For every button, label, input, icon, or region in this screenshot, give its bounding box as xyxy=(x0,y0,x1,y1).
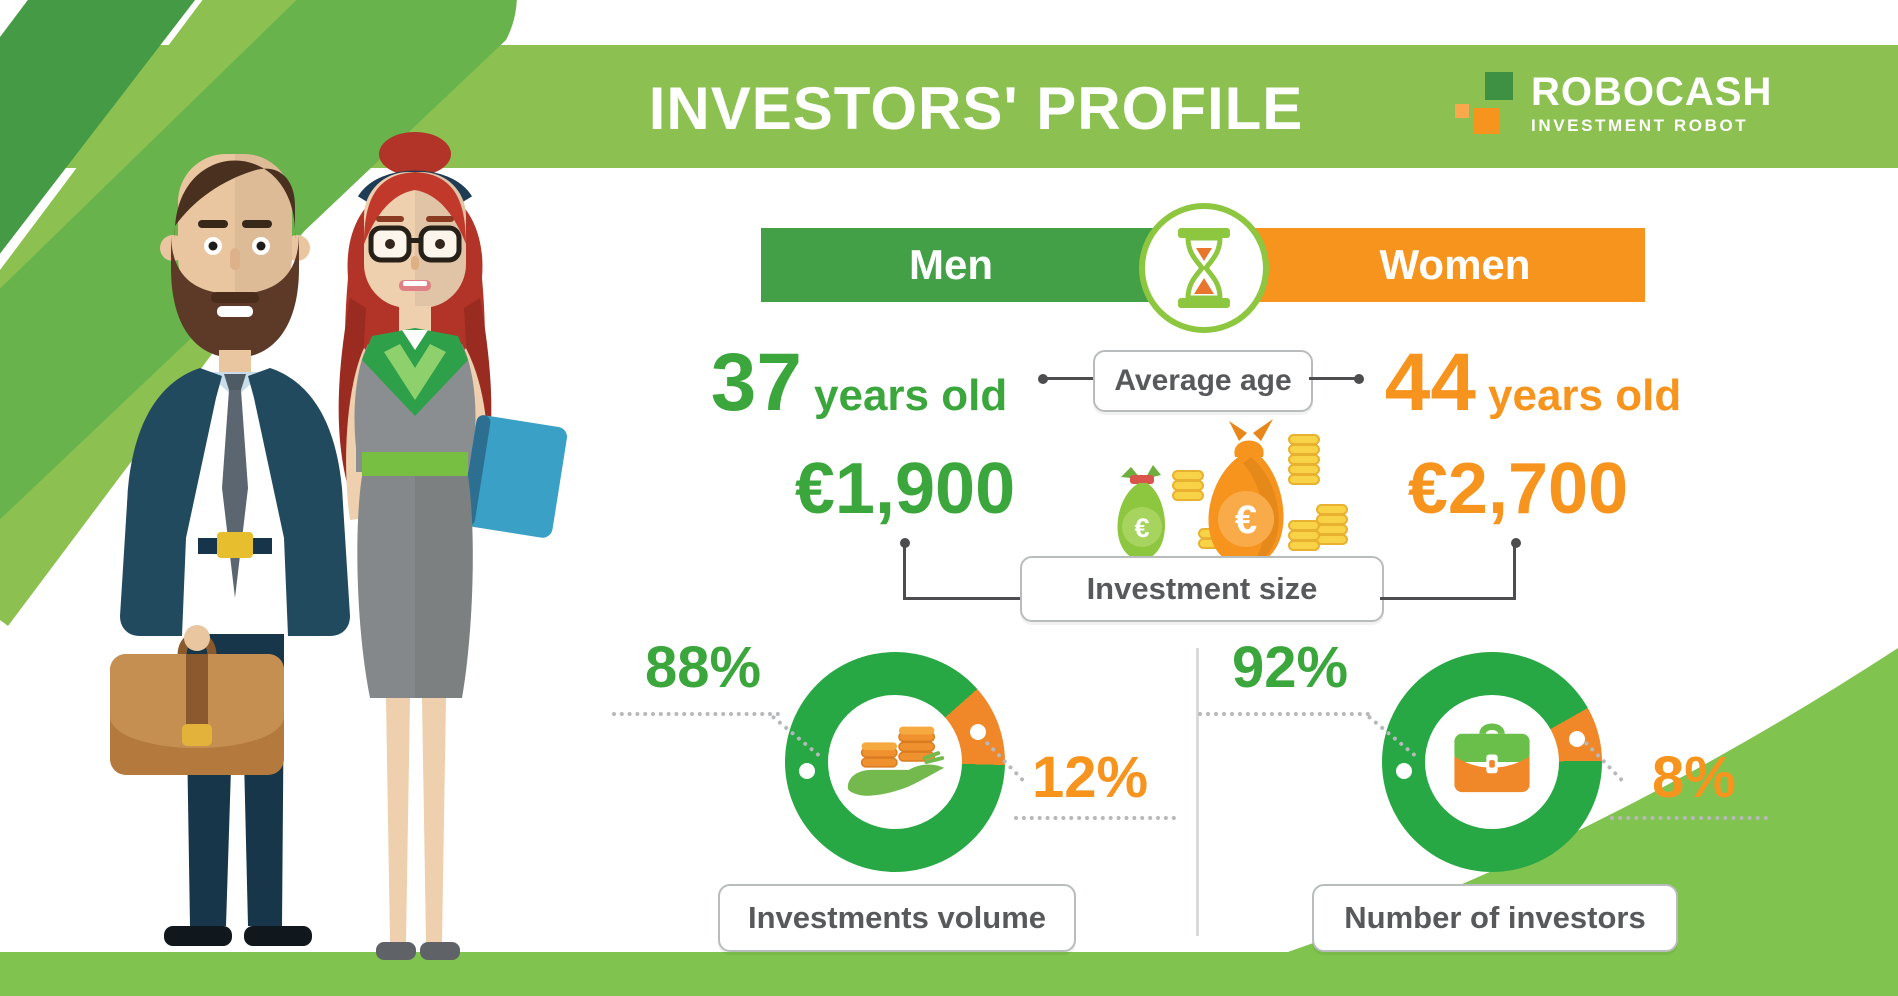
connector-line xyxy=(903,546,906,600)
donut-center xyxy=(828,695,962,829)
connector-dot xyxy=(1511,538,1521,548)
men-segment-dot xyxy=(1396,763,1413,780)
men-age-unit: years old xyxy=(814,371,1008,420)
page-title: INVESTORS' PROFILE xyxy=(648,75,1304,142)
diagonal-stripe-dark xyxy=(0,0,196,254)
men-segment-dot xyxy=(799,763,816,780)
notebook xyxy=(461,415,568,538)
svg-text:€: € xyxy=(1235,498,1257,542)
logo-tagline: INVESTMENT ROBOT xyxy=(1531,116,1749,135)
women-segment-dot xyxy=(969,723,986,740)
man-tie xyxy=(222,390,248,598)
men-investment-size: €1,900 xyxy=(794,449,1016,529)
man-hair xyxy=(174,160,296,240)
woman-skirt xyxy=(357,476,473,698)
people-illustration xyxy=(110,132,568,960)
men-age-value: 37 xyxy=(710,337,802,428)
investment-size-label: Investment size xyxy=(1020,556,1384,622)
woman-belt xyxy=(362,452,468,476)
connector-line xyxy=(1380,597,1516,600)
logo-name: ROBOCASH xyxy=(1531,70,1773,114)
briefcase xyxy=(110,625,284,775)
women-bar-label: Women xyxy=(1379,241,1531,288)
number-of-investors-donut xyxy=(1382,652,1602,872)
men-percentage: 88% xyxy=(645,635,762,700)
briefcase-icon xyxy=(1454,723,1530,793)
women-average-age: 44 years old xyxy=(1343,336,1723,430)
women-percentage: 12% xyxy=(1032,745,1149,810)
women-age-value: 44 xyxy=(1384,337,1476,428)
connector-line xyxy=(1046,377,1093,380)
connector-dot xyxy=(1354,374,1364,384)
leader-line xyxy=(612,712,780,716)
men-bar xyxy=(761,228,1203,302)
donut-center xyxy=(1425,695,1559,829)
connector-dot xyxy=(1038,374,1048,384)
section-divider xyxy=(1196,648,1199,936)
women-investment-size: €2,700 xyxy=(1407,449,1629,529)
hourglass-badge xyxy=(1139,203,1269,333)
number-of-investors-label: Number of investors xyxy=(1312,884,1678,952)
large-money-bag: € xyxy=(1208,419,1284,567)
average-age-label: Average age xyxy=(1093,350,1313,412)
robocash-logo: ROBOCASH INVESTMENT ROBOT xyxy=(1455,72,1772,134)
svg-text:€: € xyxy=(1134,513,1149,543)
money-bags-icon: € € xyxy=(1117,419,1348,567)
connector-dot xyxy=(900,538,910,548)
women-percentage: 8% xyxy=(1652,745,1736,810)
leader-line xyxy=(1610,816,1768,820)
bottom-right-swoosh xyxy=(1150,648,1898,996)
men-bar-label: Men xyxy=(909,241,993,288)
investments-volume-label: Investments volume xyxy=(718,884,1076,952)
men-percentage: 92% xyxy=(1232,635,1349,700)
woman-illustration xyxy=(338,132,568,960)
hourglass-icon xyxy=(1178,228,1230,308)
man-illustration xyxy=(110,154,350,946)
connector-line xyxy=(1309,377,1356,380)
man-left-arm xyxy=(123,488,176,626)
robocash-logo-icon xyxy=(1455,72,1517,134)
leader-line xyxy=(1198,712,1370,716)
men-average-age: 37 years old xyxy=(669,336,1049,430)
women-bar xyxy=(1203,228,1645,302)
coins-in-hand-icon xyxy=(847,726,945,796)
leader-line xyxy=(1014,816,1176,820)
small-money-bag: € xyxy=(1117,465,1165,561)
connector-line xyxy=(903,597,1020,600)
connector-line xyxy=(1513,546,1516,600)
man-jacket-right xyxy=(248,368,350,636)
investments-volume-donut xyxy=(785,652,1005,872)
man-belt-buckle xyxy=(217,532,253,558)
women-segment-dot xyxy=(1569,731,1585,748)
women-age-unit: years old xyxy=(1488,371,1682,420)
